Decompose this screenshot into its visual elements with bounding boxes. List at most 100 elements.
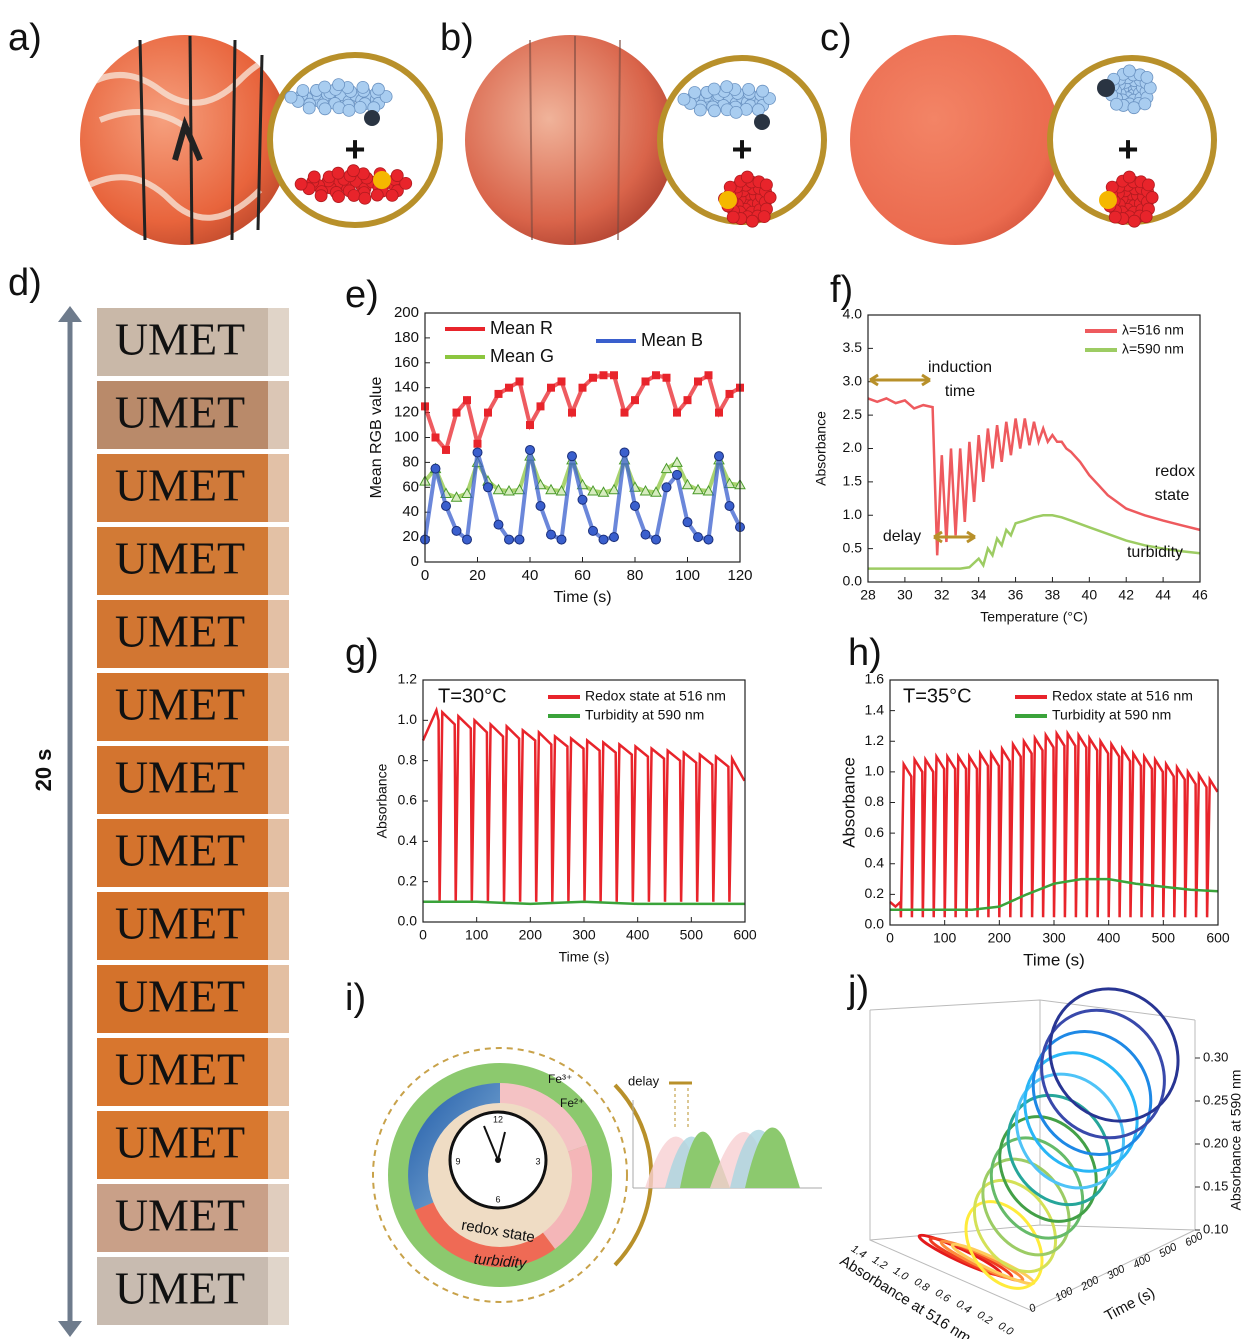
marker [472,447,483,458]
marker [599,371,608,380]
x-tick-label: 20 [469,567,486,584]
bead [693,103,707,117]
loop [989,1136,1085,1240]
panel-label: e) [345,274,379,316]
marker [702,485,715,496]
loop [1031,1030,1153,1156]
loop [1040,1008,1166,1140]
frame-text: UMET [115,752,245,803]
frame-text: UMET [115,533,245,584]
plot-frame [422,679,746,923]
frame-edge [268,892,289,960]
marker [641,377,650,386]
ball [754,114,770,130]
marker [662,373,671,382]
frame-edge [268,965,289,1033]
y-tick-label: 40 [402,503,419,520]
bead [1122,64,1136,78]
bead [688,86,702,99]
bead [729,105,743,119]
bead [757,210,771,224]
sphere [465,35,675,245]
frame-text: UMET [115,460,245,511]
hand [483,1125,499,1161]
y-tick-label: 0.6 [398,792,418,808]
bead [353,100,367,114]
frame-text: UMET [115,387,245,438]
abs-label: Absorbance at 516 nm [837,1252,974,1339]
sphere [850,35,1060,245]
y-axis-label: Absorbance [813,411,829,486]
panel-labels: a) b) c) d) e) f) g) h) i) j) [8,17,882,1019]
bead [399,176,413,190]
bead [372,82,385,96]
panel-i: 12 3 6 9 Fe³⁺ Fe²⁺ redox state turbidity… [372,1047,822,1303]
charts: 0 20 40 60 80 100 120 140 160 180 200 0 20 40 60 80 100 1… [368,304,1230,970]
y-tick-label: 0.5 [843,539,863,555]
ball [364,110,380,126]
y-tick-label: 0.8 [398,751,418,767]
marker [715,408,723,417]
frame [97,1111,289,1179]
panel-c [850,35,1217,245]
loop [972,1178,1058,1274]
frame-text: UMET [115,1044,245,1095]
frame-text: UMET [115,314,245,365]
x-tick-label: 44 [1155,587,1171,603]
marker [555,485,568,496]
marker [683,396,692,405]
plus: + [344,129,365,170]
marker [546,529,556,540]
y-tick-label: 20 [402,528,419,545]
frame-edge [268,454,289,522]
clock-number: 6 [495,1194,500,1204]
y-tick-label: 1.0 [843,506,863,522]
y-tick-label: 120 [394,404,419,421]
marker [545,483,557,495]
x-tick-label: 400 [1097,930,1121,946]
x-tick-label: 30 [897,587,913,603]
marker [651,534,661,545]
x-tick-label: 46 [1192,587,1208,603]
x-tick-label: 400 [626,927,650,943]
series-line [421,706,746,902]
x-tick-label: 36 [1008,587,1024,603]
marker [652,371,660,380]
y-tick-label: 2.5 [843,406,863,422]
marker [589,373,597,382]
marker [483,482,493,493]
frame-text: UMET [115,679,245,730]
abs-tick-label: 0.4 [954,1298,973,1316]
marker [640,529,651,540]
frame-edge [268,819,289,887]
series-line [889,729,1219,918]
marker [577,494,588,505]
y-tick-label: 0.6 [865,824,885,840]
marker [588,525,598,536]
ball [719,191,737,209]
marker [461,487,473,499]
marker [503,485,515,496]
plot-frame [889,679,1219,926]
marker [693,532,703,543]
legend-label: Mean G [490,346,554,366]
induction-arrow [869,373,931,387]
frame [97,1038,289,1106]
panel-label: d) [8,262,42,304]
y-tick-label: 3.5 [843,339,863,355]
bead [742,82,755,96]
y-axis-label: Mean RGB value [368,376,385,498]
marker [504,534,514,545]
frame-edge [268,1184,289,1252]
bead [1140,70,1154,84]
frame [97,819,289,887]
chart: 0.0 0.2 0.4 0.6 0.8 1.0 1.2 1.4 1.6 0 100 200 300 400… [839,671,1229,970]
marker [484,408,492,417]
marker [598,534,609,545]
x-tick-label: 100 [465,927,489,943]
time-tick-label: 500 [1157,1241,1180,1261]
bead [740,170,754,184]
marker [597,486,610,497]
bead [314,189,328,203]
